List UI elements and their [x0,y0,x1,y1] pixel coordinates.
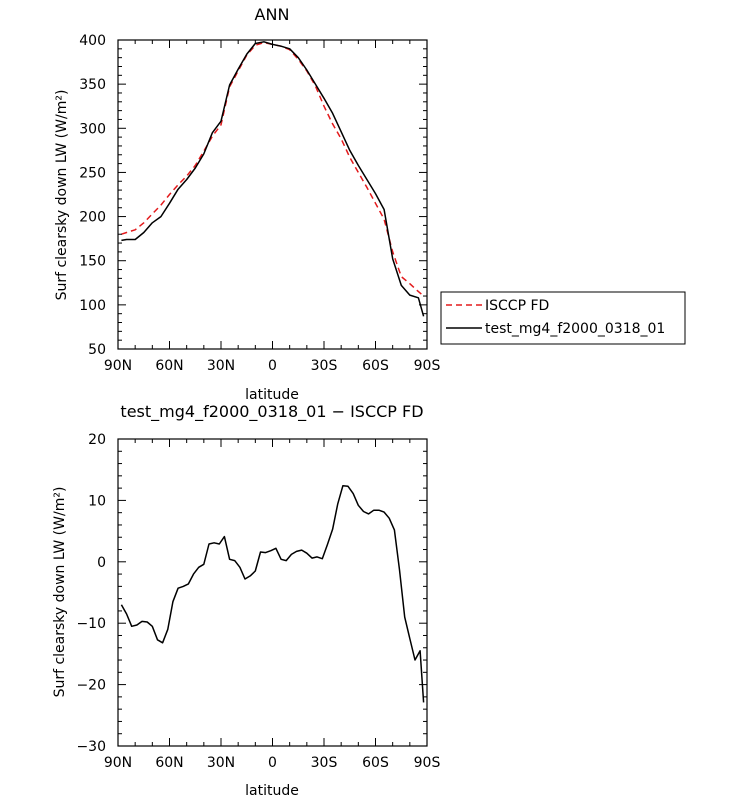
legend-label-test: test_mg4_f2000_0318_01 [485,321,665,337]
legend: ISCCP FD test_mg4_f2000_0318_01 [440,291,686,345]
top-x-tick-label: 0 [268,358,277,374]
bottom-y-tick-label: 0 [97,555,106,571]
top-y-tick-label: 400 [79,33,106,49]
top-y-tick-label: 350 [79,77,106,93]
top-x-tick-label: 90N [104,358,132,374]
bottom-x-tick-label: 90S [414,755,441,771]
bottom-panel-title: test_mg4_f2000_0318_01 − ISCCP FD [120,402,423,422]
bottom-x-tick-label: 90N [104,755,132,771]
top-y-tick-label: 250 [79,165,106,181]
bottom-y-tick-label: 10 [88,493,106,509]
top-series-line-1 [121,41,425,317]
top-x-tick-label: 60S [362,358,389,374]
top-panel-series [121,41,425,317]
bottom-x-tick-label: 30S [311,755,338,771]
top-series-line-0 [121,41,425,297]
bottom-x-tick-label: 0 [268,755,277,771]
bottom-panel-ticks: 90N 60N 30N 0 30S 60S 90S −30 −20 −10 0 10 20 [76,432,440,771]
bottom-y-tick-label: −20 [76,678,106,694]
top-panel-xlabel: latitude [245,387,299,403]
bottom-y-tick-label: −30 [76,739,106,755]
top-panel-ticks: 90N 60N 30N 0 30S 60S 90S 50 100 150 200 250 300 350 4… [79,33,440,374]
top-panel-title: ANN [255,5,290,24]
top-y-tick-label: 150 [79,254,106,270]
bottom-x-tick-label: 60N [155,755,183,771]
top-y-tick-label: 200 [79,210,106,226]
top-y-tick-label: 300 [79,121,106,137]
legend-label-isccp: ISCCP FD [485,298,549,314]
bottom-panel-series [120,484,425,703]
top-x-tick-label: 30S [311,358,338,374]
top-panel-frame [117,39,428,350]
bottom-series-line-0 [120,484,425,703]
top-panel-ylabel: Surf clearsky down LW (W/m²) [54,90,70,301]
bottom-x-tick-label: 60S [362,755,389,771]
bottom-y-tick-label: −10 [76,616,106,632]
bottom-panel-frame [117,438,428,747]
top-x-tick-label: 30N [207,358,235,374]
bottom-panel-ylabel: Surf clearsky down LW (W/m²) [52,487,68,698]
bottom-panel-xlabel: latitude [245,783,299,799]
bottom-panel: test_mg4_f2000_0318_01 − ISCCP FD 90N 60N… [52,402,440,799]
bottom-y-tick-label: 20 [88,432,106,448]
top-x-tick-label: 90S [414,358,441,374]
top-y-tick-label: 50 [88,342,106,358]
top-x-tick-label: 60N [155,358,183,374]
top-panel: ANN 90N 60N 30N 0 30S 60S 90S 50 100 150 200 250 300… [54,5,440,403]
legend-box [440,291,686,345]
top-y-tick-label: 100 [79,298,106,314]
bottom-x-tick-label: 30N [207,755,235,771]
